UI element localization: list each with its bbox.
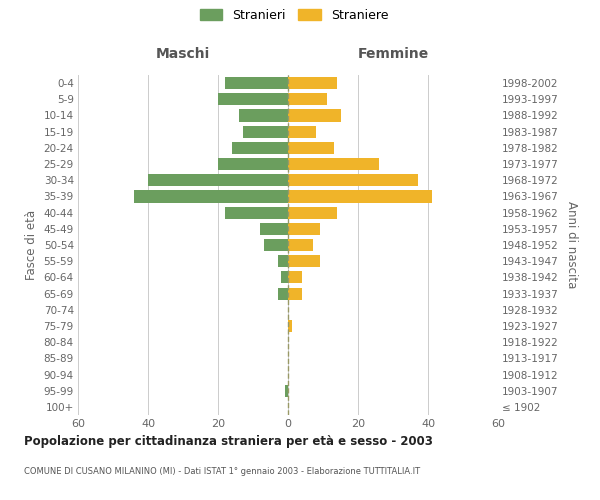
Bar <box>134 190 288 202</box>
Text: Maschi: Maschi <box>156 48 210 62</box>
Bar <box>288 93 326 106</box>
Bar <box>225 206 288 218</box>
Bar <box>288 222 320 235</box>
Bar <box>288 142 334 154</box>
Legend: Stranieri, Straniere: Stranieri, Straniere <box>200 8 388 22</box>
Bar <box>288 174 418 186</box>
Bar <box>277 255 288 268</box>
Bar <box>288 272 302 283</box>
Bar <box>263 239 288 251</box>
Bar <box>288 126 316 138</box>
Bar <box>288 206 337 218</box>
Bar <box>281 272 288 283</box>
Bar <box>288 158 379 170</box>
Bar <box>288 77 337 89</box>
Bar <box>239 110 288 122</box>
Text: Popolazione per cittadinanza straniera per età e sesso - 2003: Popolazione per cittadinanza straniera p… <box>24 435 433 448</box>
Bar <box>232 142 288 154</box>
Bar <box>288 255 320 268</box>
Bar <box>225 77 288 89</box>
Bar <box>277 288 288 300</box>
Bar <box>242 126 288 138</box>
Bar <box>288 190 431 202</box>
Y-axis label: Fasce di età: Fasce di età <box>25 210 38 280</box>
Bar <box>218 93 288 106</box>
Bar <box>288 288 302 300</box>
Bar <box>288 320 292 332</box>
Bar <box>260 222 288 235</box>
Text: COMUNE DI CUSANO MILANINO (MI) - Dati ISTAT 1° gennaio 2003 - Elaborazione TUTTI: COMUNE DI CUSANO MILANINO (MI) - Dati IS… <box>24 468 420 476</box>
Bar <box>218 158 288 170</box>
Bar <box>288 239 313 251</box>
Bar <box>284 384 288 397</box>
Y-axis label: Anni di nascita: Anni di nascita <box>565 202 578 288</box>
Bar <box>288 110 341 122</box>
Bar <box>148 174 288 186</box>
Text: Femmine: Femmine <box>358 48 428 62</box>
